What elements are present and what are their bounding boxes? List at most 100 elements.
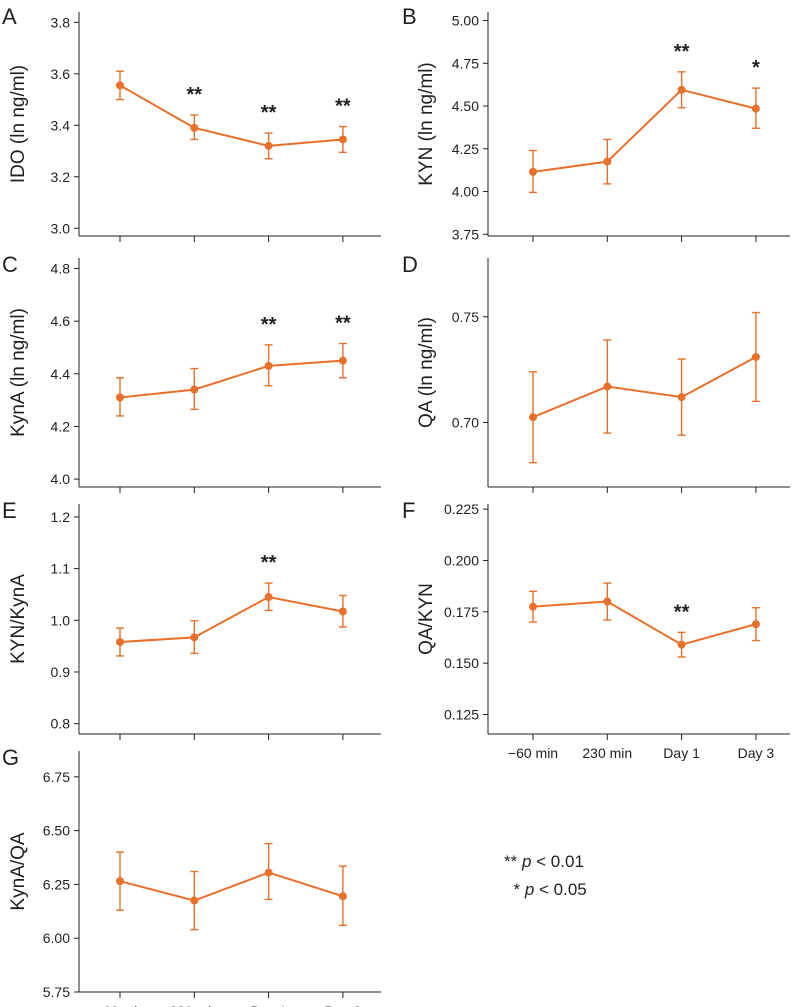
panel-e-significance-marker: ** xyxy=(261,552,277,574)
panel-d-data-point xyxy=(603,382,612,391)
panel-g-ytick-label: 5.75 xyxy=(43,984,70,1000)
panel-e-ytick-label: 1.2 xyxy=(51,509,71,525)
panel-a-significance-marker: ** xyxy=(187,84,203,106)
panel-c-data-point xyxy=(338,356,347,365)
panel-d-letter: D xyxy=(402,252,418,277)
panel-e-data-point xyxy=(190,633,199,642)
panel-b-ytick-label: 4.25 xyxy=(452,141,479,157)
panel-f-data-point xyxy=(751,620,760,629)
panel-g-ytick-label: 6.50 xyxy=(43,823,70,839)
panel-g-data-point xyxy=(116,877,124,886)
legend-p-symbol: p xyxy=(524,880,535,899)
panel-e-ylabel: KYN/KynA xyxy=(8,574,29,664)
panel-b-data-point xyxy=(529,167,537,176)
panel-a-ytick-label: 3.6 xyxy=(51,66,71,82)
panel-g-letter: G xyxy=(2,745,19,770)
panel-c-data-point xyxy=(116,393,124,402)
panel-f-ytick-label: 0.200 xyxy=(444,552,479,568)
panel-a-ylabel: IDO (ln ng/ml) xyxy=(8,65,29,183)
panel-f-series-line xyxy=(532,600,757,646)
panel-g-ylabel: KynA/QA xyxy=(8,832,29,910)
legend-p-symbol: p xyxy=(521,852,532,871)
panel-c-ytick-label: 4.8 xyxy=(51,261,71,277)
panel-d-ylabel: QA (ln ng/ml) xyxy=(416,317,437,428)
panel-g-xtick-label: Day 1 xyxy=(250,1003,287,1007)
legend-threshold: < 0.05 xyxy=(534,880,587,899)
panel-c-data-point xyxy=(264,361,273,370)
panel-a-ytick-label: 3.8 xyxy=(51,14,71,30)
panel-f-xtick-label: Day 3 xyxy=(738,745,775,761)
panel-f-xtick-label: Day 1 xyxy=(663,745,700,761)
panel-b-ytick-label: 4.75 xyxy=(452,55,479,71)
significance-legend: ** p < 0.01 * p < 0.05 xyxy=(504,848,587,904)
legend-row-p005: * p < 0.05 xyxy=(504,876,587,904)
panel-f-ytick-label: 0.125 xyxy=(444,706,479,722)
panel-a-ytick-label: 3.2 xyxy=(51,169,71,185)
panel-g-data-point xyxy=(190,896,199,905)
panel-a-significance-marker: ** xyxy=(335,96,351,118)
panel-c-significance-marker: ** xyxy=(335,313,351,335)
panel-c-series-line xyxy=(119,359,343,399)
panel-g-data-point xyxy=(338,892,347,901)
panel-d-data-point xyxy=(529,413,537,422)
panel-c-data-point xyxy=(190,385,199,394)
panel-b-significance-marker: * xyxy=(752,57,760,79)
panel-g-xtick-label: Day 3 xyxy=(325,1003,362,1007)
panel-b-ytick-label: 5.00 xyxy=(452,13,479,29)
panel-c-ytick-label: 4.0 xyxy=(51,471,71,487)
panel-b-ytick-label: 3.75 xyxy=(452,226,479,242)
panel-f-ytick-label: 0.175 xyxy=(444,604,479,620)
panel-g-ytick-label: 6.25 xyxy=(43,876,70,892)
panel-a-ytick-label: 3.0 xyxy=(51,220,71,236)
legend-row-p001: ** p < 0.01 xyxy=(504,848,587,876)
panel-a-letter: A xyxy=(2,4,17,29)
panel-d-data-point xyxy=(751,352,760,361)
panel-a-data-point xyxy=(264,141,273,150)
panel-f-xtick-label: 230 min xyxy=(582,745,632,761)
panel-e-data-point xyxy=(116,638,124,646)
panel-a-data-point xyxy=(116,81,124,90)
panel-b-ytick-label: 4.00 xyxy=(452,184,479,200)
panel-f-ytick-label: 0.225 xyxy=(444,501,479,517)
panel-f-data-point xyxy=(603,597,612,606)
panel-b-ylabel: KYN (ln ng/ml) xyxy=(416,62,437,186)
panel-c-ylabel: KynA (ln ng/ml) xyxy=(8,308,29,437)
panel-a-series-line xyxy=(119,84,343,147)
panel-e-letter: E xyxy=(2,498,17,523)
panel-g-series-line xyxy=(119,871,344,902)
panel-b-series-line xyxy=(532,88,757,173)
legend-stars: ** xyxy=(504,852,518,871)
panel-a-ytick-label: 3.4 xyxy=(51,117,71,133)
panel-d-ytick-label: 0.70 xyxy=(452,415,479,431)
panel-b-data-point xyxy=(677,85,686,94)
panel-f-significance-marker: ** xyxy=(674,601,690,623)
panel-b-data-point xyxy=(603,157,612,166)
panel-e-ytick-label: 0.8 xyxy=(51,716,71,732)
panel-b-significance-marker: ** xyxy=(674,41,690,63)
panel-e-series-line xyxy=(119,595,344,643)
panel-c-significance-marker: ** xyxy=(261,314,277,336)
panel-b-ytick-label: 4.50 xyxy=(452,98,479,114)
legend-threshold: < 0.01 xyxy=(531,852,584,871)
panel-d-series-line xyxy=(532,356,757,419)
panel-c-letter: C xyxy=(2,252,18,277)
panel-a-significance-marker: ** xyxy=(261,102,277,124)
panel-g-xtick-label: 230 min xyxy=(169,1003,219,1007)
legend-stars: * xyxy=(513,880,521,899)
panel-e-ytick-label: 0.9 xyxy=(51,664,71,680)
panel-f-data-point xyxy=(677,640,686,649)
panel-g-xtick-label: −60 min xyxy=(95,1003,145,1007)
panel-f-letter: F xyxy=(402,498,415,523)
panel-b-letter: B xyxy=(402,4,417,29)
panel-d-ytick-label: 0.75 xyxy=(452,309,479,325)
panel-f-ylabel: QA/KYN xyxy=(416,583,437,655)
panel-e-ytick-label: 1.1 xyxy=(51,561,71,577)
panel-f-xtick-label: −60 min xyxy=(508,745,558,761)
panel-e-data-point xyxy=(338,607,347,616)
panel-d-data-point xyxy=(677,393,686,402)
panel-e-data-point xyxy=(264,593,273,602)
panel-g-data-point xyxy=(264,868,273,877)
panel-a-data-point xyxy=(190,123,199,132)
panel-c-ytick-label: 4.6 xyxy=(51,313,71,329)
